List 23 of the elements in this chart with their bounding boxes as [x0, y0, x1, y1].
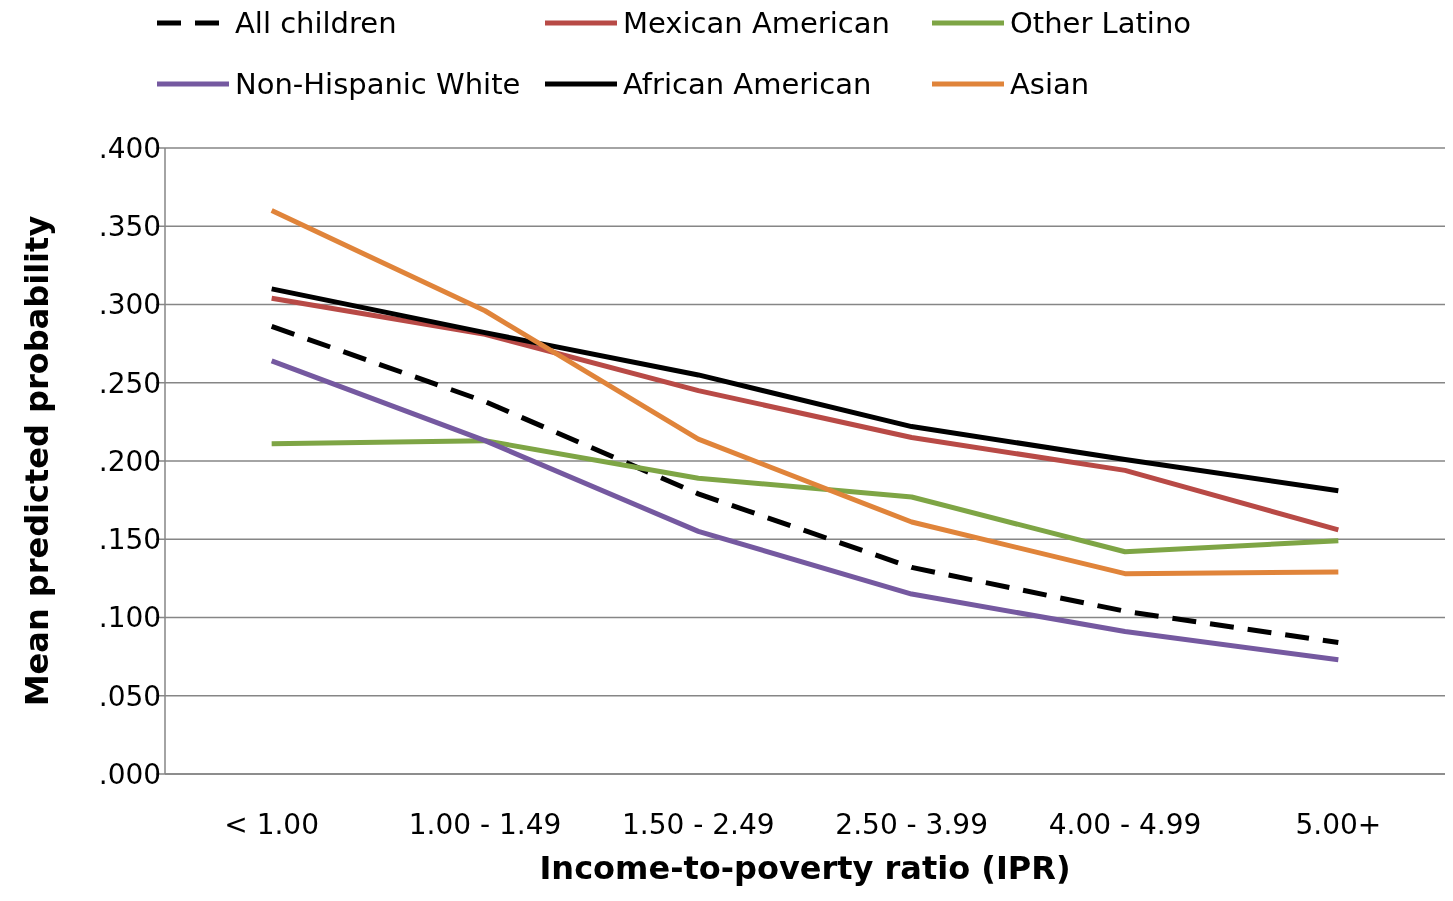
y-axis-title: Mean predicted probability — [18, 215, 56, 707]
x-tick-label: 4.00 - 4.99 — [1048, 807, 1202, 841]
legend-label: African American — [623, 67, 872, 102]
y-tick-label: .150 — [98, 523, 162, 557]
legend-label: Other Latino — [1010, 6, 1192, 41]
y-tick-label: .350 — [98, 210, 162, 244]
x-tick-label: 2.50 - 3.99 — [835, 807, 988, 841]
y-tick-label: .200 — [98, 444, 162, 478]
y-tick-label: .000 — [98, 757, 162, 791]
legend-label: All children — [235, 6, 397, 41]
x-tick-label: 1.00 - 1.49 — [408, 807, 562, 841]
x-tick-label: 1.50 - 2.49 — [622, 807, 775, 841]
y-tick-label: .250 — [98, 366, 162, 400]
legend-label: Asian — [1010, 67, 1090, 102]
x-axis-title: Income-to-poverty ratio (IPR) — [539, 849, 1071, 887]
legend-label: Non-Hispanic White — [235, 67, 521, 102]
y-tick-label: .050 — [98, 679, 162, 713]
y-tick-label: .300 — [98, 288, 162, 322]
x-tick-label: 5.00+ — [1295, 807, 1382, 841]
legend-label: Mexican American — [623, 6, 890, 41]
y-tick-label: .100 — [98, 601, 162, 635]
y-tick-label: .400 — [98, 131, 162, 165]
x-tick-label: < 1.00 — [224, 807, 320, 841]
